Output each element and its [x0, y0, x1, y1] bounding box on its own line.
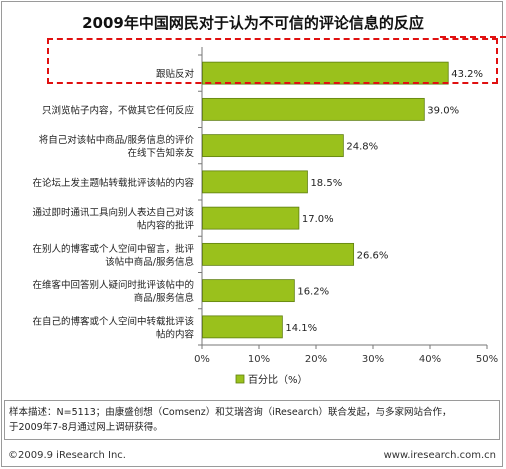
bar-4: [202, 206, 300, 230]
x-tick-label-3: 30%: [362, 354, 384, 365]
bar-5: [202, 242, 355, 266]
bar-value-label-4: 17.0%: [302, 214, 334, 225]
bar-2: [202, 134, 344, 158]
category-label-7-line-0: 在自己的博客或个人空间中转载批评该: [32, 315, 194, 327]
sample-note-line-1: 样本描述：N=5113；由康盛创想（Comsenz）和艾瑞咨询（iResearc…: [9, 407, 452, 418]
bar-7: [202, 315, 283, 339]
bar-value-label-1: 39.0%: [427, 105, 459, 116]
bar-value-label-6: 16.2%: [297, 287, 329, 298]
legend-label: 百分比（%）: [248, 374, 308, 386]
bar-3: [202, 170, 308, 194]
x-tick-label-4: 40%: [419, 354, 441, 365]
sample-note-line-2: 于2009年7-8月通过网上调研获得。: [9, 422, 163, 433]
category-label-2-line-1: 在线下告知亲友: [127, 147, 194, 159]
bar-value-label-2: 24.8%: [346, 142, 378, 153]
category-label-4-line-1: 帖内容的批评: [137, 220, 195, 232]
chart-title: 2009年中国网民对于认为不可信的评论信息的反应: [82, 14, 424, 32]
category-label-6-line-0: 在维客中回答别人疑问时批评该帖中的: [32, 279, 194, 291]
bar-0: [202, 61, 449, 85]
highlight-dash-extension: [440, 36, 506, 38]
highlight-box: [47, 38, 498, 84]
category-label-5-line-1: 该帖中商品/服务信息: [105, 256, 194, 268]
bar-value-label-0: 43.2%: [451, 69, 483, 80]
bar-chart: 0% 10% 20% 30% 40% 50% 43.2% 跟贴反对 39.0% 只浏览帖子内容，不…: [32, 47, 498, 386]
category-label-7-line-1: 帖的内容: [156, 328, 195, 340]
website-url: www.iresearch.com.cn: [383, 450, 496, 461]
category-label-2-line-0: 将自己对该帖中商品/服务信息的评价: [39, 134, 195, 146]
bar-value-label-3: 18.5%: [310, 178, 342, 189]
category-label-0: 跟贴反对: [156, 68, 195, 80]
bar-value-label-5: 26.6%: [357, 250, 389, 261]
sample-note: 样本描述：N=5113；由康盛创想（Comsenz）和艾瑞咨询（iResearc…: [4, 400, 500, 440]
category-label-6-line-1: 商品/服务信息: [134, 292, 194, 304]
bar-1: [202, 97, 425, 121]
bar-6: [202, 279, 295, 303]
x-tick-label-0: 0%: [194, 354, 210, 365]
category-label-1: 只浏览帖子内容，不做其它任何反应: [42, 104, 195, 116]
copyright: ©2009.9 iResearch Inc.: [8, 450, 126, 461]
x-tick-label-5: 50%: [476, 354, 498, 365]
x-tick-label-2: 20%: [305, 354, 327, 365]
category-label-4-line-0: 通过即时通讯工具向别人表达自己对该: [32, 207, 194, 219]
legend-swatch: [235, 374, 245, 384]
x-tick-label-1: 10%: [248, 354, 270, 365]
bar-value-label-7: 14.1%: [285, 323, 317, 334]
category-label-3: 在论坛上发主题帖转载批评该帖的内容: [32, 177, 194, 189]
category-label-5-line-0: 在别人的博客或个人空间中留言，批评: [32, 243, 194, 255]
